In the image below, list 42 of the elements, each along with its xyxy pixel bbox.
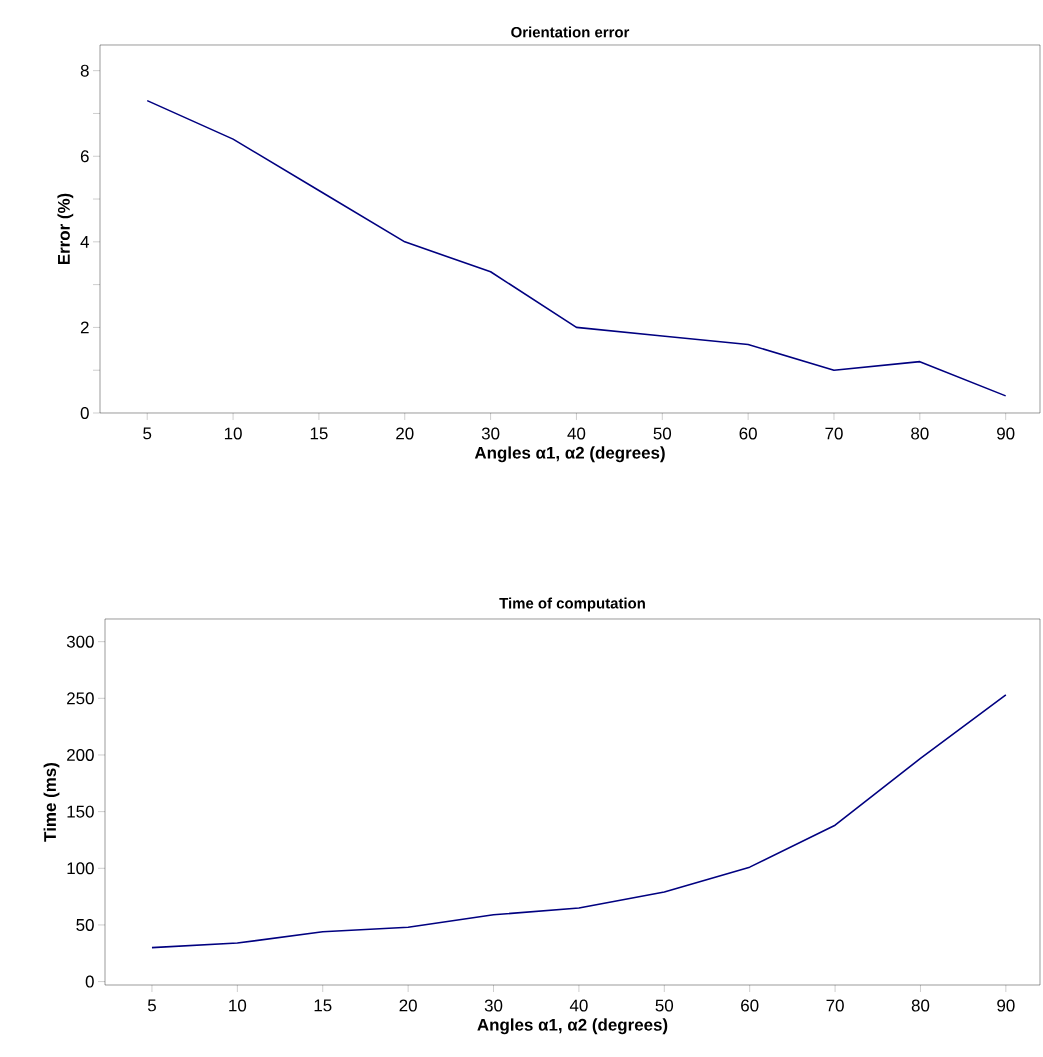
y-tick-label: 100 bbox=[67, 862, 94, 875]
y-tick-label: 250 bbox=[67, 692, 94, 705]
x-tick-label: 30 bbox=[481, 427, 500, 440]
chart-title: Orientation error bbox=[511, 26, 630, 38]
x-tick-label: 5 bbox=[147, 999, 156, 1012]
x-axis-title: Angles α1, α2 (degrees) bbox=[474, 446, 665, 463]
x-axis-title: Angles α1, α2 (degrees) bbox=[477, 1018, 668, 1035]
y-tick-label: 200 bbox=[67, 748, 94, 761]
x-tick-label: 15 bbox=[314, 999, 332, 1012]
x-tick-label: 10 bbox=[229, 999, 247, 1012]
y-tick-label: 2 bbox=[80, 321, 89, 334]
x-tick-label: 50 bbox=[653, 427, 672, 440]
y-tick-label: 4 bbox=[80, 236, 89, 248]
chart-title: Time of computation bbox=[499, 597, 645, 612]
x-tick-label: 70 bbox=[825, 427, 843, 440]
x-tick-label: 70 bbox=[826, 999, 844, 1012]
x-tick-label: 15 bbox=[310, 427, 328, 440]
y-tick-label: 300 bbox=[66, 635, 94, 648]
line-series bbox=[151, 694, 1007, 949]
x-tick-label: 40 bbox=[567, 427, 586, 440]
x-tick-label: 90 bbox=[997, 999, 1015, 1012]
y-tick-label: 0 bbox=[80, 406, 89, 419]
x-tick-label: 20 bbox=[399, 999, 417, 1012]
x-tick-label: 60 bbox=[739, 427, 757, 440]
line-series bbox=[146, 99, 1007, 397]
x-tick-label: 30 bbox=[484, 999, 503, 1012]
x-tick-label: 90 bbox=[997, 427, 1015, 440]
y-tick-label: 6 bbox=[80, 150, 89, 163]
x-tick-label: 80 bbox=[911, 999, 930, 1012]
y-tick-label: 50 bbox=[76, 918, 94, 931]
x-tick-label: 40 bbox=[569, 999, 588, 1012]
y-axis-title: Time (ms) bbox=[43, 763, 60, 842]
y-tick-label: 8 bbox=[80, 64, 89, 77]
y-axis-title: Error (%) bbox=[57, 193, 74, 265]
x-tick-label: 5 bbox=[143, 427, 152, 440]
x-tick-label: 10 bbox=[224, 427, 242, 440]
x-tick-label: 20 bbox=[396, 427, 414, 440]
y-tick-label: 150 bbox=[67, 805, 94, 818]
x-tick-label: 80 bbox=[911, 427, 929, 440]
x-tick-label: 60 bbox=[741, 999, 759, 1012]
y-tick-label: 0 bbox=[85, 975, 94, 988]
x-tick-label: 50 bbox=[655, 999, 674, 1012]
